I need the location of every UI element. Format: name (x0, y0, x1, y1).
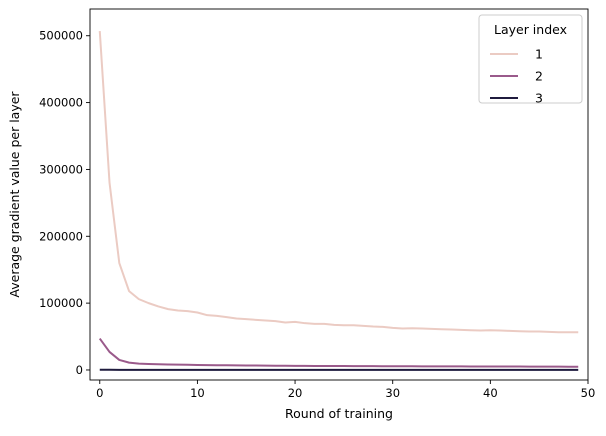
y-tick-label: 300000 (39, 162, 83, 176)
x-tick-label: 0 (96, 386, 103, 400)
legend-label: 3 (535, 91, 543, 106)
legend-label: 1 (535, 47, 543, 62)
y-axis-label: Average gradient value per layer (7, 91, 22, 298)
legend-label: 2 (535, 69, 543, 84)
y-tick-label: 500000 (39, 29, 83, 43)
x-tick-label: 10 (190, 386, 205, 400)
series-line-2 (100, 339, 578, 367)
y-tick-label: 100000 (39, 296, 83, 310)
x-axis-ticks: 0 10 20 30 40 50 (96, 380, 595, 400)
y-tick-label: 0 (76, 363, 83, 377)
legend-title: Layer index (494, 22, 567, 37)
x-tick-label: 30 (385, 386, 400, 400)
legend: Layer index 1 2 3 (479, 15, 582, 106)
y-tick-label: 200000 (39, 229, 83, 243)
x-tick-label: 20 (288, 386, 303, 400)
y-tick-label: 400000 (39, 96, 83, 110)
y-axis-ticks: 0 100000 200000 300000 400000 500000 (39, 29, 90, 377)
x-axis-label: Round of training (285, 406, 393, 421)
x-tick-label: 40 (483, 386, 498, 400)
x-tick-label: 50 (581, 386, 596, 400)
